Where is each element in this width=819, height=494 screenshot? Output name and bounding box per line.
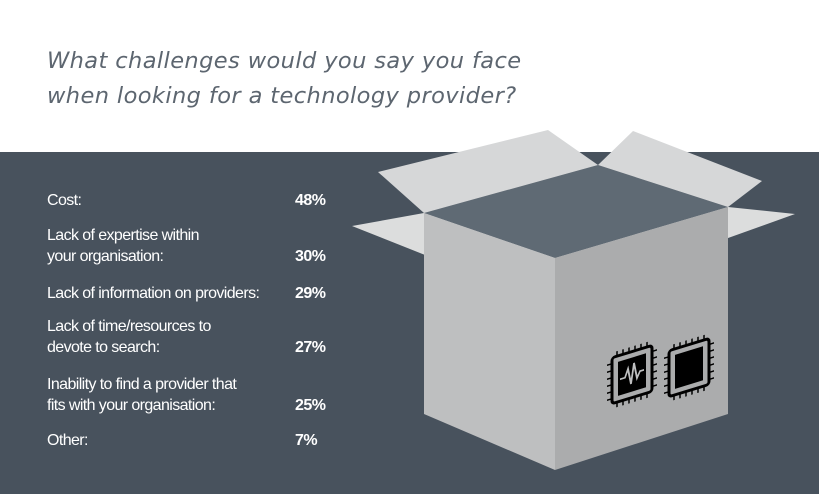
result-row-cost: Cost: 48% [47,190,337,211]
result-row-fit: Inability to find a provider that fits w… [47,374,337,416]
question-line-2: when looking for a technology provider? [47,83,517,109]
row-label: Lack of time/resources to devote to sear… [47,318,211,356]
cpu-chip-waveform-icon [607,341,657,408]
row-value: 29% [295,285,326,302]
row-value: 30% [295,248,326,265]
row-label: Lack of expertise within your organisati… [47,227,200,265]
row-value: 7% [295,432,318,449]
box-front-face [424,213,555,470]
box-side-face [555,207,728,470]
result-row-time-resources: Lack of time/resources to devote to sear… [47,316,337,358]
box-flap-back-left [378,130,598,213]
cpu-chip-icon [664,334,714,401]
question-title: What challenges would you say you face w… [47,44,607,114]
row-value: 48% [295,192,326,209]
box-flap-back-right [598,131,762,207]
question-line-1: What challenges would you say you face [47,48,522,74]
row-label: Inability to find a provider that fits w… [47,376,237,414]
row-value: 27% [295,339,326,356]
result-row-information: Lack of information on providers: 29% [47,283,337,304]
row-value: 25% [295,397,326,414]
box-interior [424,165,728,258]
result-row-expertise: Lack of expertise within your organisati… [47,225,337,267]
row-label: Lack of information on providers: [47,285,260,302]
result-row-other: Other: 7% [47,430,337,451]
row-label: Other: [47,432,88,449]
row-label: Cost: [47,192,82,209]
